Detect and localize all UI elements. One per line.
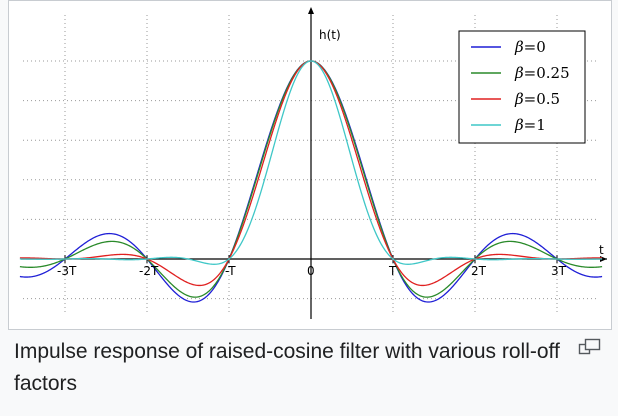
y-axis-arrow bbox=[308, 7, 314, 14]
figure-caption: Impulse response of raised-cosine filter… bbox=[14, 340, 560, 395]
x-tick-label: 2T bbox=[471, 264, 487, 278]
x-tick-label: 3T bbox=[551, 264, 567, 278]
x-tick-label: -T bbox=[225, 264, 236, 278]
legend-label: β=0 bbox=[514, 38, 546, 56]
enlarge-icon[interactable] bbox=[578, 338, 602, 358]
x-tick-label: -2T bbox=[139, 264, 159, 278]
legend-label: β=0.25 bbox=[514, 64, 570, 82]
plot-frame: h(t) t -3T -2T -T 0 T 2T 3T β=0 β=0.25 β=0.5 β=1 bbox=[8, 0, 612, 330]
raised-cosine-chart: h(t) t -3T -2T -T 0 T 2T 3T β=0 β=0.25 β=0.5 β=1 bbox=[19, 7, 607, 319]
legend-label: β=1 bbox=[514, 116, 546, 134]
series-line-1 bbox=[19, 60, 603, 265]
x-tick-label: -3T bbox=[57, 264, 77, 278]
legend-label: β=0.5 bbox=[514, 90, 560, 108]
x-tick-label: T bbox=[388, 264, 397, 278]
x-axis-label: t bbox=[599, 243, 604, 257]
x-tick-label: 0 bbox=[307, 264, 315, 278]
y-axis-label: h(t) bbox=[319, 28, 341, 42]
